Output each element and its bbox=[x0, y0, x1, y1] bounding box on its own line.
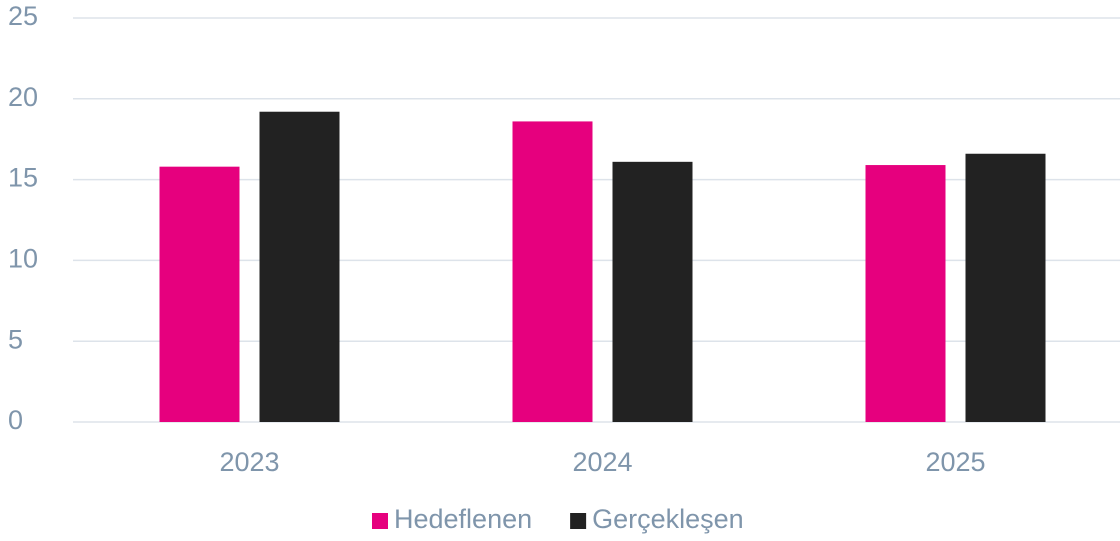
y-tick-label: 5 bbox=[8, 324, 23, 354]
bar bbox=[259, 111, 340, 422]
y-tick-label: 0 bbox=[8, 405, 23, 435]
x-tick-label: 2024 bbox=[572, 447, 632, 477]
x-tick-label: 2025 bbox=[925, 447, 985, 477]
y-tick-label: 10 bbox=[8, 244, 38, 274]
y-tick-label: 25 bbox=[8, 1, 38, 31]
y-tick-label: 15 bbox=[8, 163, 38, 193]
legend-label: Gerçekleşen bbox=[592, 504, 744, 534]
legend-swatch bbox=[570, 513, 587, 529]
bar bbox=[159, 166, 240, 422]
x-tick-label: 2023 bbox=[219, 447, 279, 477]
y-tick-label: 20 bbox=[8, 82, 38, 112]
legend-label: Hedeflenen bbox=[394, 504, 532, 534]
bar bbox=[965, 153, 1046, 422]
bar bbox=[865, 165, 946, 422]
bar bbox=[612, 161, 693, 422]
bar bbox=[512, 121, 593, 422]
legend-swatch bbox=[372, 513, 388, 529]
